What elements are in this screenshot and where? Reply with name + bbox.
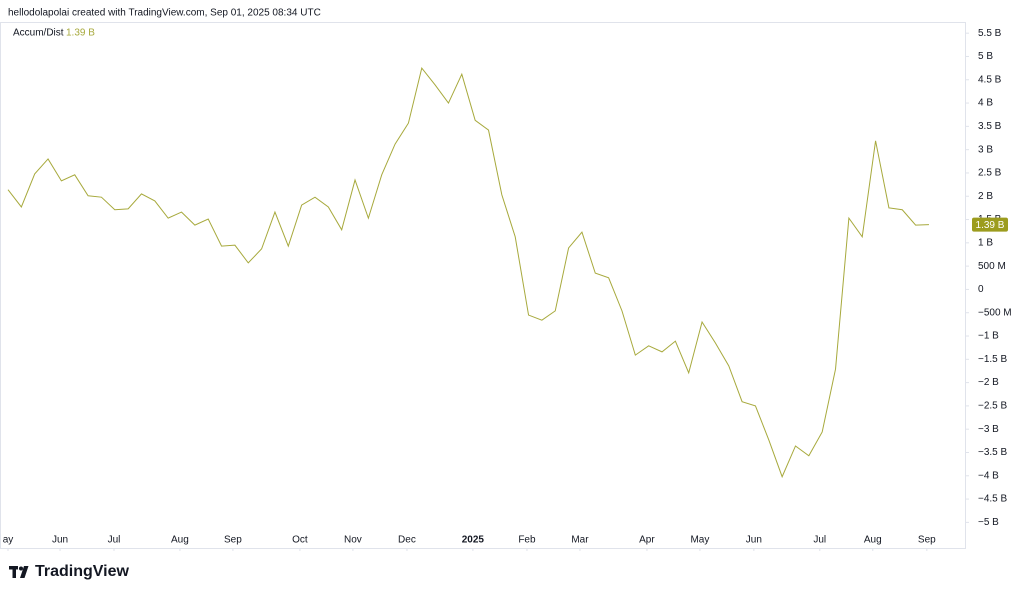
y-tick-label: −500 M (978, 307, 1012, 318)
y-tick-label: −1.5 B (978, 354, 1008, 365)
x-tick-label: Jun (52, 535, 68, 546)
x-tick-label: Jul (813, 535, 826, 546)
brand: TradingView (35, 563, 130, 580)
y-tick-label: 5.5 B (978, 28, 1002, 39)
x-tick-label: Dec (398, 535, 416, 546)
x-tick-label: Aug (864, 535, 882, 546)
x-tick-label: May (690, 535, 709, 546)
legend-name: Accum/Dist (13, 28, 64, 39)
legend-value: 1.39 B (66, 28, 95, 39)
y-tick-label: 500 M (978, 261, 1006, 272)
last-value-label: 1.39 B (976, 220, 1005, 231)
pane-border (0, 22, 966, 549)
x-tick-label: Sep (224, 535, 242, 546)
y-tick-label: 2.5 B (978, 168, 1002, 179)
x-tick-label: Oct (292, 535, 308, 546)
x-tick-label: ay (3, 535, 14, 546)
y-tick-label: 4.5 B (978, 74, 1002, 85)
y-tick-label: 4 B (978, 98, 993, 109)
brand-logo (9, 566, 29, 578)
x-tick-label: Feb (518, 535, 536, 546)
y-tick-label: −3.5 B (978, 447, 1008, 458)
x-tick-label: Aug (171, 535, 189, 546)
last-value-box (972, 217, 1008, 232)
y-tick-label: −4.5 B (978, 494, 1008, 505)
y-tick-label: 2 B (978, 191, 993, 202)
x-tick-label: Jul (108, 535, 121, 546)
attribution: hellodolapolai created with TradingView.… (8, 8, 321, 19)
y-tick-label: 3.5 B (978, 121, 1002, 132)
y-tick-label: −2 B (978, 377, 999, 388)
y-tick-label: −3 B (978, 424, 999, 435)
x-tick-label: Jun (746, 535, 762, 546)
x-tick-label: Apr (639, 535, 655, 546)
y-tick-label: 5 B (978, 51, 993, 62)
y-tick-label: 3 B (978, 144, 993, 155)
y-tick-label: −1 B (978, 331, 999, 342)
x-tick-label: Sep (918, 535, 936, 546)
y-tick-label: −4 B (978, 470, 999, 481)
x-tick-label: Nov (344, 535, 362, 546)
series-line (7, 67, 929, 479)
x-tick-label: 2025 (462, 535, 485, 546)
y-tick-label: 1 B (978, 237, 993, 248)
y-tick-label: −2.5 B (978, 401, 1008, 412)
y-tick-label: −5 B (978, 517, 999, 528)
x-tick-label: Mar (571, 535, 589, 546)
y-tick-label: 0 (978, 284, 984, 295)
